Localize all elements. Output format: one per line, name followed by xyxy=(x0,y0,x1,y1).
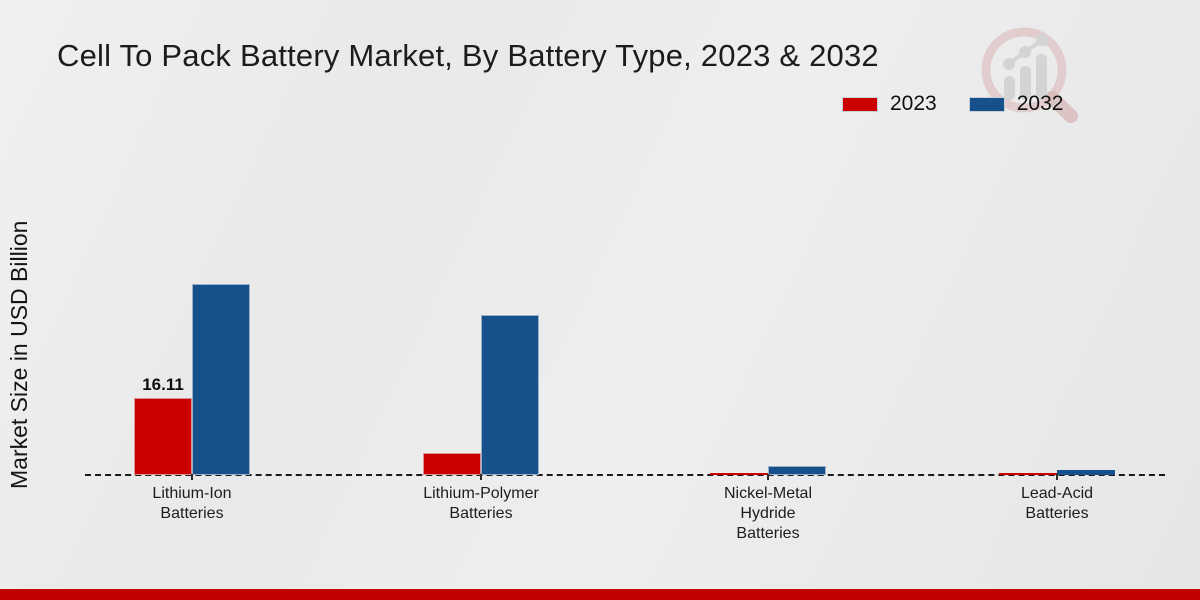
legend-label-2023: 2023 xyxy=(890,92,937,115)
chart-title: Cell To Pack Battery Market, By Battery … xyxy=(57,38,879,73)
footer-accent-stripe xyxy=(0,589,1200,600)
category-label-2: Nickel-Metal Hydride Batteries xyxy=(723,485,812,542)
bar-2032-category-3 xyxy=(1057,470,1115,475)
legend-label-2032: 2032 xyxy=(1016,92,1064,115)
magnifier-bar-chart-logo-icon xyxy=(981,27,1078,123)
legend: 2023 2032 xyxy=(842,92,1063,116)
y-axis-label: Market Size in USD Billion xyxy=(6,220,32,490)
x-axis-tick xyxy=(1056,474,1058,480)
category-label-0: Lithium-Ion Batteries xyxy=(152,485,232,522)
bar-2032-category-0 xyxy=(192,284,250,475)
plot-area: 16.11 Lithium-Ion Batteries Lithium-Polyme… xyxy=(85,0,1165,542)
bar-2023-category-3 xyxy=(999,473,1057,475)
legend-swatch-2032 xyxy=(968,96,1005,112)
x-axis-tick xyxy=(767,474,769,480)
bar-2023-category-2 xyxy=(710,473,768,475)
category-label-3: Lead-Acid Batteries xyxy=(1020,485,1094,522)
category-label-1: Lithium-Polymer Batteries xyxy=(423,485,539,522)
legend-item-2032: 2032 xyxy=(968,92,1064,116)
bar-value-label-2023: 16.11 xyxy=(142,375,184,394)
bar-2032-category-2 xyxy=(768,466,826,475)
x-axis-tick xyxy=(191,474,193,480)
bar-2023-category-0 xyxy=(134,398,192,475)
x-axis-baseline xyxy=(85,474,1165,476)
x-axis-tick xyxy=(480,474,482,480)
legend-swatch-2023 xyxy=(842,96,878,112)
legend-item-2023: 2023 xyxy=(842,92,937,116)
bar-2032-category-1 xyxy=(481,315,539,475)
bar-2023-category-1 xyxy=(423,453,481,475)
